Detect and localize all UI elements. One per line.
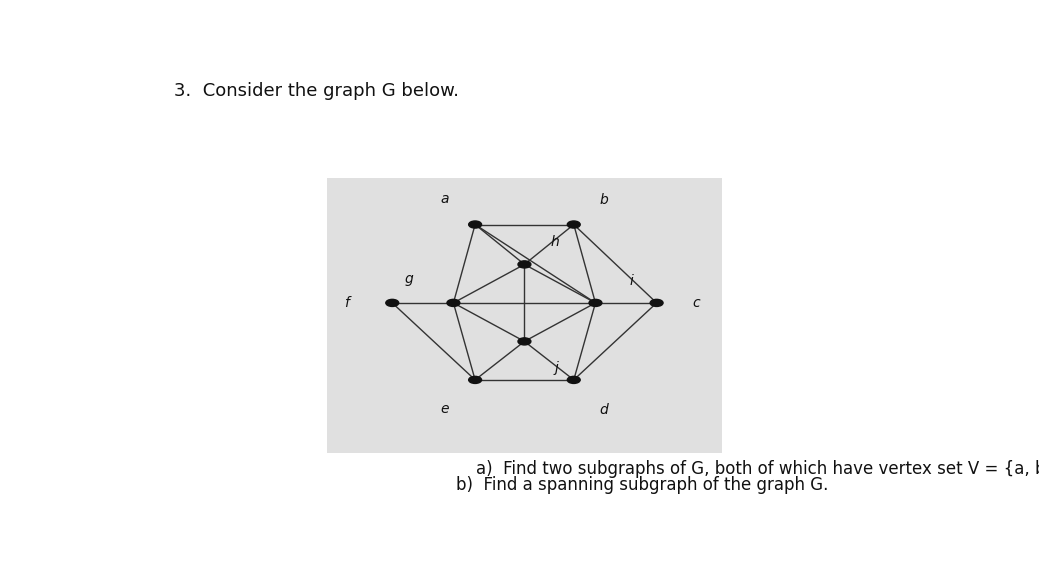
Circle shape bbox=[518, 338, 531, 345]
Text: 3.  Consider the graph G below.: 3. Consider the graph G below. bbox=[175, 82, 459, 100]
Text: $b$: $b$ bbox=[600, 192, 610, 207]
Text: $f$: $f$ bbox=[344, 295, 352, 310]
Bar bbox=[327, 178, 722, 453]
Text: $d$: $d$ bbox=[598, 401, 610, 416]
Circle shape bbox=[567, 376, 580, 384]
Text: $j$: $j$ bbox=[553, 359, 560, 377]
Text: $g$: $g$ bbox=[404, 273, 415, 288]
Circle shape bbox=[518, 261, 531, 268]
Circle shape bbox=[650, 300, 663, 306]
Text: $c$: $c$ bbox=[692, 296, 701, 310]
Circle shape bbox=[469, 221, 481, 228]
Circle shape bbox=[469, 376, 481, 384]
Text: $h$: $h$ bbox=[550, 234, 560, 249]
Text: $i$: $i$ bbox=[629, 273, 635, 288]
Circle shape bbox=[385, 300, 399, 306]
Circle shape bbox=[567, 221, 580, 228]
Text: $e$: $e$ bbox=[439, 402, 450, 416]
Circle shape bbox=[589, 300, 602, 306]
Text: $a$: $a$ bbox=[439, 192, 449, 206]
Text: a)  Find two subgraphs of G, both of which have vertex set V = {a, b, c, f, g, i: a) Find two subgraphs of G, both of whic… bbox=[476, 460, 1039, 478]
Text: b)  Find a spanning subgraph of the graph G.: b) Find a spanning subgraph of the graph… bbox=[456, 476, 828, 494]
Circle shape bbox=[447, 300, 460, 306]
